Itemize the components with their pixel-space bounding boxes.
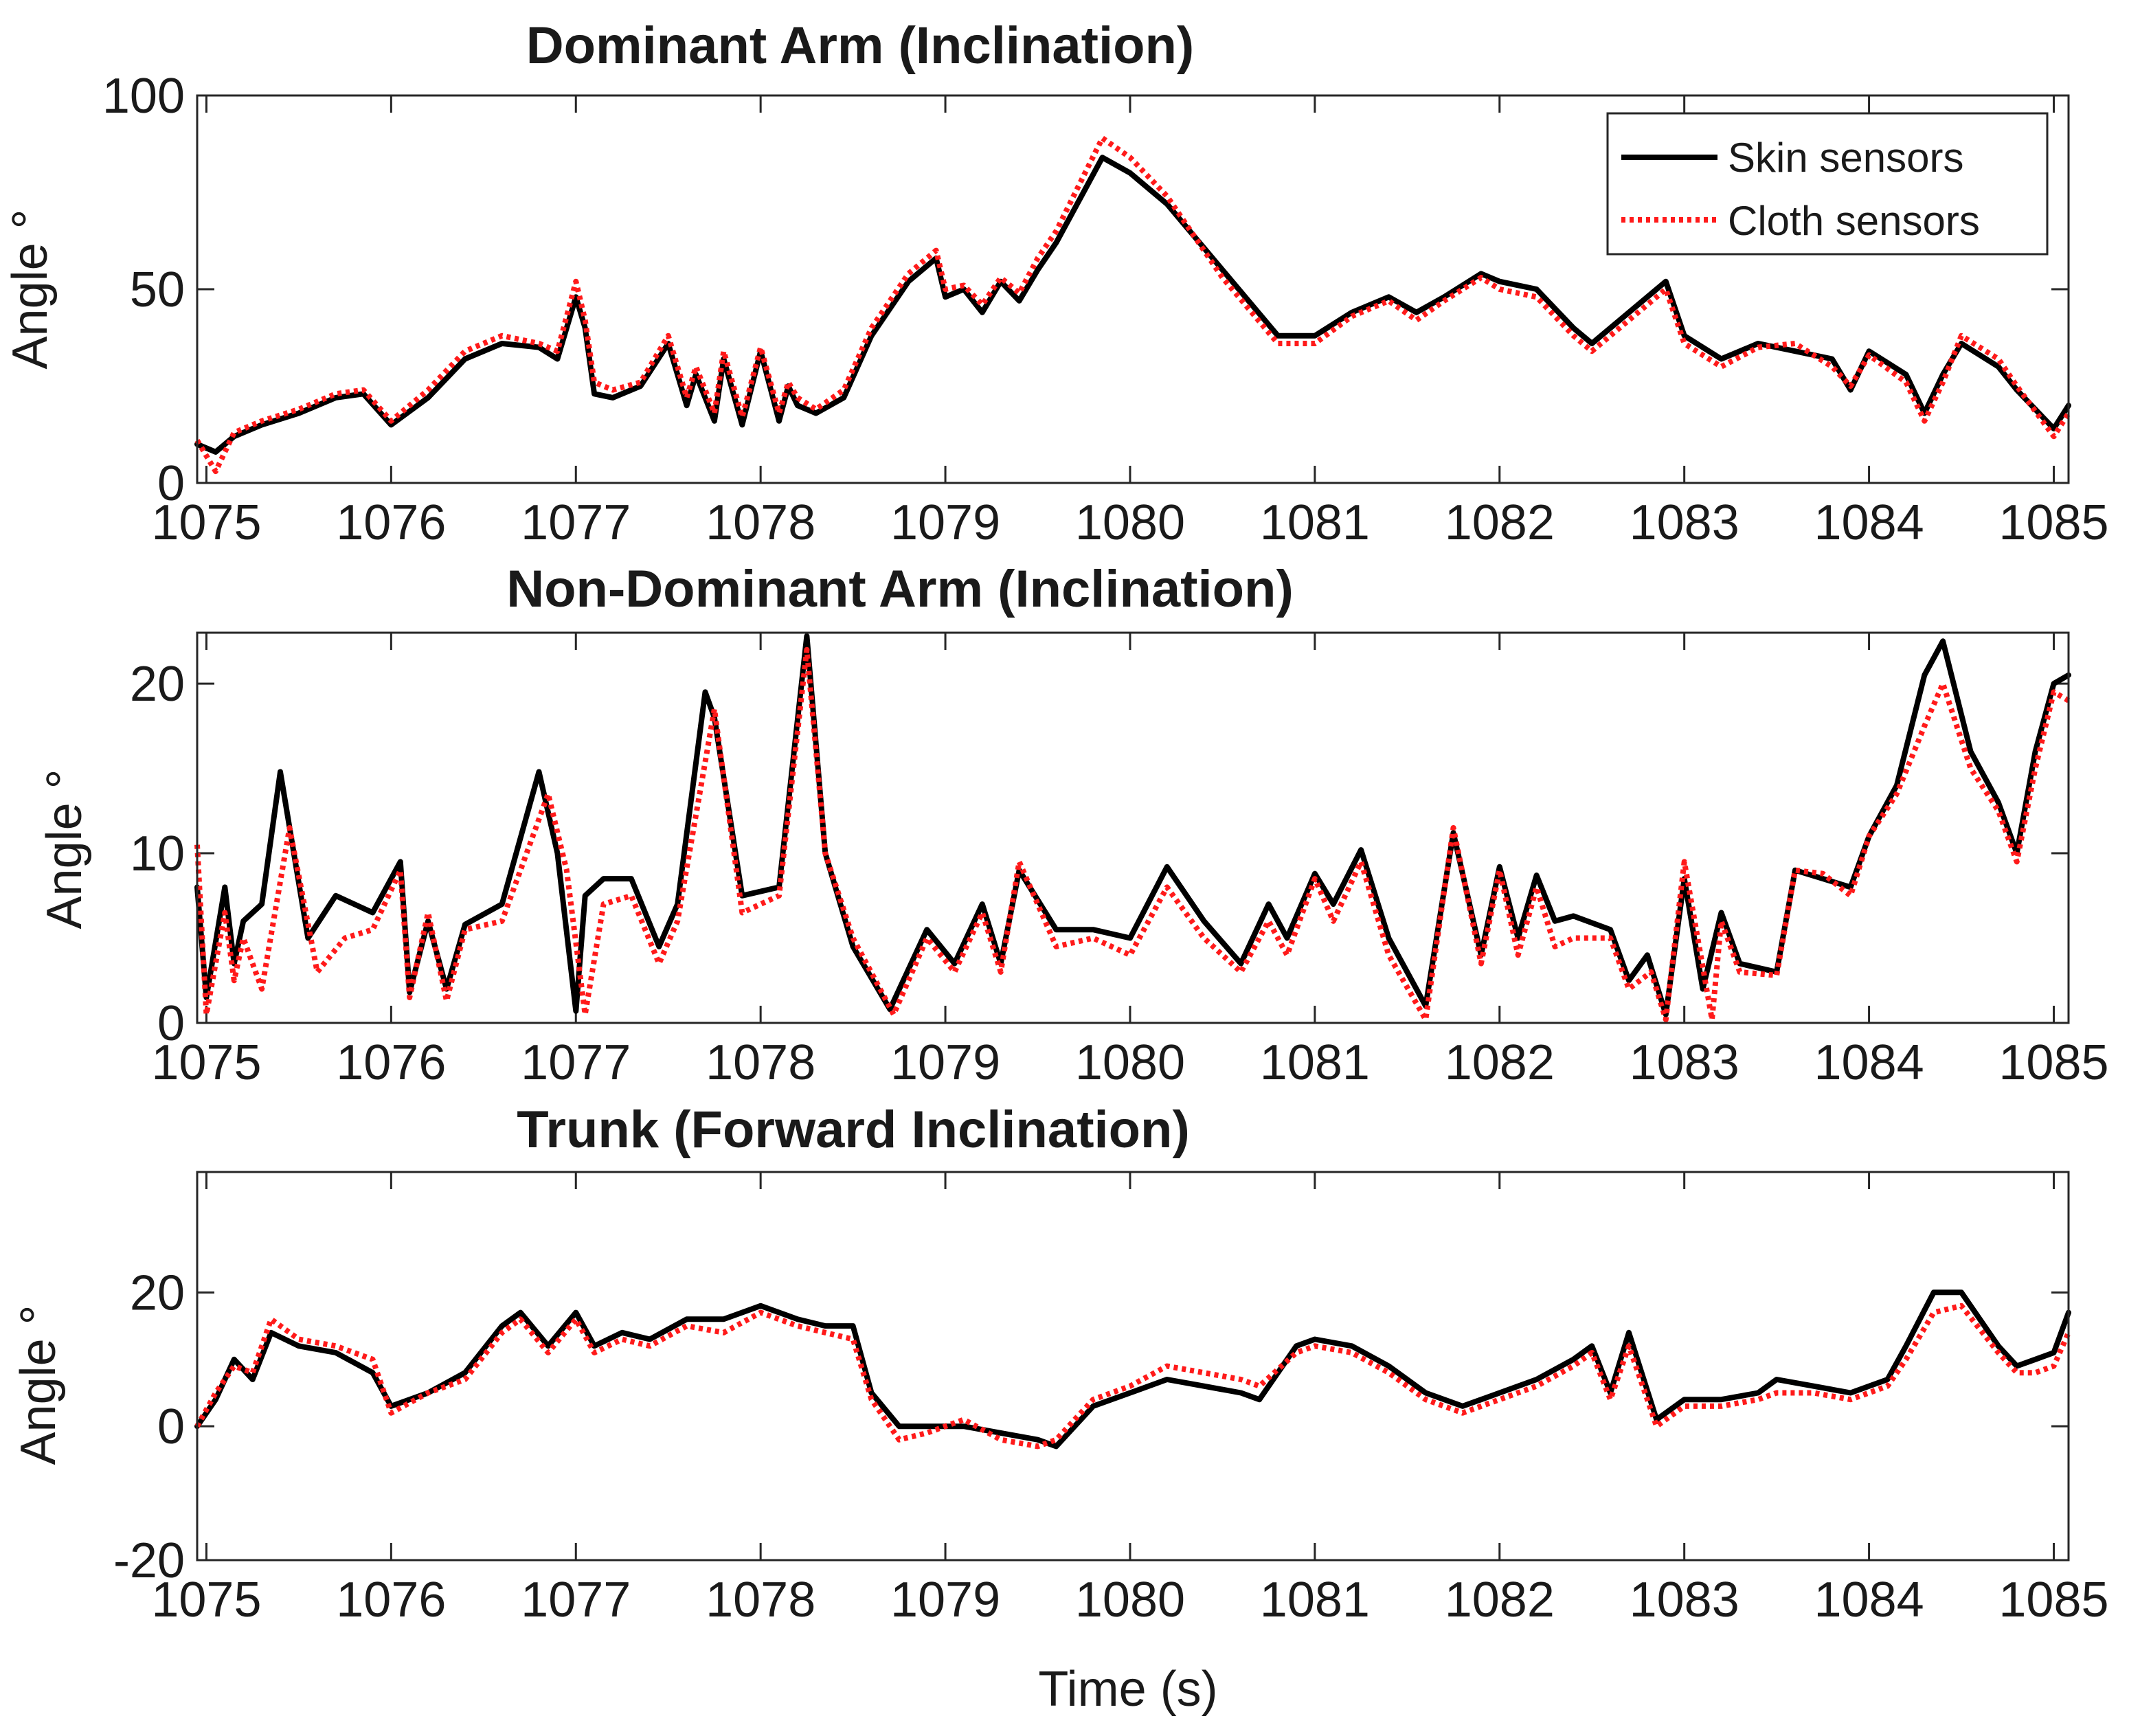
x-tick-label: 1085 — [1998, 1572, 2108, 1627]
x-tick-label: 1080 — [1075, 495, 1185, 550]
x-tick-label: 1080 — [1075, 1035, 1185, 1090]
series-skin-line — [194, 155, 2071, 455]
series-skin-line — [194, 633, 2071, 1017]
x-tick-label: 1084 — [1814, 1035, 1924, 1090]
series-cloth-line — [194, 1303, 2071, 1450]
y-tick-label: 100 — [102, 69, 185, 124]
y-tick-label: 0 — [157, 456, 185, 511]
legend-skin-label: Skin sensors — [1728, 135, 1963, 181]
panel-title: Dominant Arm (Inclination) — [526, 16, 1195, 75]
x-tick-label: 1080 — [1075, 1572, 1185, 1627]
x-tick-label: 1076 — [336, 1572, 446, 1627]
y-axis-label: Angle ° — [11, 1305, 66, 1465]
y-tick-label: 50 — [130, 262, 185, 317]
y-tick-label: 20 — [130, 1265, 185, 1320]
series-skin-line — [194, 1289, 2071, 1450]
x-tick-label: 1085 — [1998, 495, 2108, 550]
y-tick-label: 10 — [130, 826, 185, 881]
y-tick-label: 0 — [157, 996, 185, 1051]
panel-title: Trunk (Forward Inclination) — [517, 1101, 1190, 1159]
tick-layer: 1075 1076 1077 1078 1079 1080 1081 1082 1083 1084… — [130, 633, 2109, 1090]
legend-box — [1606, 112, 2049, 256]
x-tick-label: 1079 — [890, 1572, 1000, 1627]
panel-trunk: Trunk (Forward Inclination) Angle ° 1075… — [11, 1101, 2109, 1717]
x-tick-label: 1084 — [1814, 495, 1924, 550]
x-tick-label: 1077 — [521, 1572, 631, 1627]
x-tick-label: 1075 — [151, 495, 261, 550]
y-axis-label: Angle ° — [3, 210, 58, 370]
x-tick-label: 1076 — [336, 495, 446, 550]
panel-non-dominant-arm: Non-Dominant Arm (Inclination) Angle ° 1… — [37, 560, 2109, 1090]
x-axis-label: Time (s) — [1038, 1662, 1217, 1717]
legend: Skin sensors Cloth sensors — [1606, 112, 2049, 256]
x-tick-label: 1081 — [1260, 1035, 1370, 1090]
x-tick-label: 1078 — [706, 495, 815, 550]
series-layer — [194, 135, 2071, 475]
x-tick-label: 1083 — [1630, 1035, 1739, 1090]
x-tick-label: 1076 — [336, 1035, 446, 1090]
x-tick-label: 1082 — [1445, 1572, 1555, 1627]
series-layer — [194, 633, 2071, 1023]
x-tick-label: 1085 — [1998, 1035, 2108, 1090]
y-tick-label: -20 — [113, 1533, 185, 1588]
x-tick-label: 1078 — [706, 1035, 815, 1090]
panel-title: Non-Dominant Arm (Inclination) — [506, 560, 1294, 618]
x-tick-label: 1081 — [1260, 495, 1370, 550]
series-cloth-line — [194, 135, 2071, 475]
legend-cloth-label: Cloth sensors — [1728, 198, 1980, 244]
tick-layer: 1075 1076 1077 1078 1079 1080 1081 1082 1083 1084… — [113, 1172, 2109, 1627]
y-tick-label: 0 — [157, 1399, 185, 1454]
x-tick-label: 1083 — [1630, 1572, 1739, 1627]
x-tick-label: 1084 — [1814, 1572, 1924, 1627]
x-tick-label: 1081 — [1260, 1572, 1370, 1627]
x-tick-label: 1082 — [1445, 1035, 1555, 1090]
x-tick-label: 1077 — [521, 495, 631, 550]
tick-layer: 1075 1076 1077 1078 1079 1080 1081 1082 1083 1084… — [102, 69, 2109, 550]
x-tick-label: 1075 — [151, 1572, 261, 1627]
series-cloth-line — [194, 646, 2070, 1023]
axes-box — [196, 1171, 2070, 1562]
series-layer — [194, 1289, 2071, 1450]
x-tick-label: 1079 — [890, 1035, 1000, 1090]
x-tick-label: 1077 — [521, 1035, 631, 1090]
panel-dominant-arm: Dominant Arm (Inclination) Angle ° 1075 1… — [3, 16, 2109, 550]
y-tick-label: 20 — [130, 657, 185, 712]
axes-box — [196, 94, 2070, 484]
x-tick-label: 1082 — [1445, 495, 1555, 550]
x-tick-label: 1079 — [890, 495, 1000, 550]
axes-box — [196, 631, 2070, 1024]
y-axis-label: Angle ° — [37, 769, 92, 929]
x-tick-label: 1083 — [1630, 495, 1739, 550]
x-tick-label: 1075 — [151, 1035, 261, 1090]
x-tick-label: 1078 — [706, 1572, 815, 1627]
